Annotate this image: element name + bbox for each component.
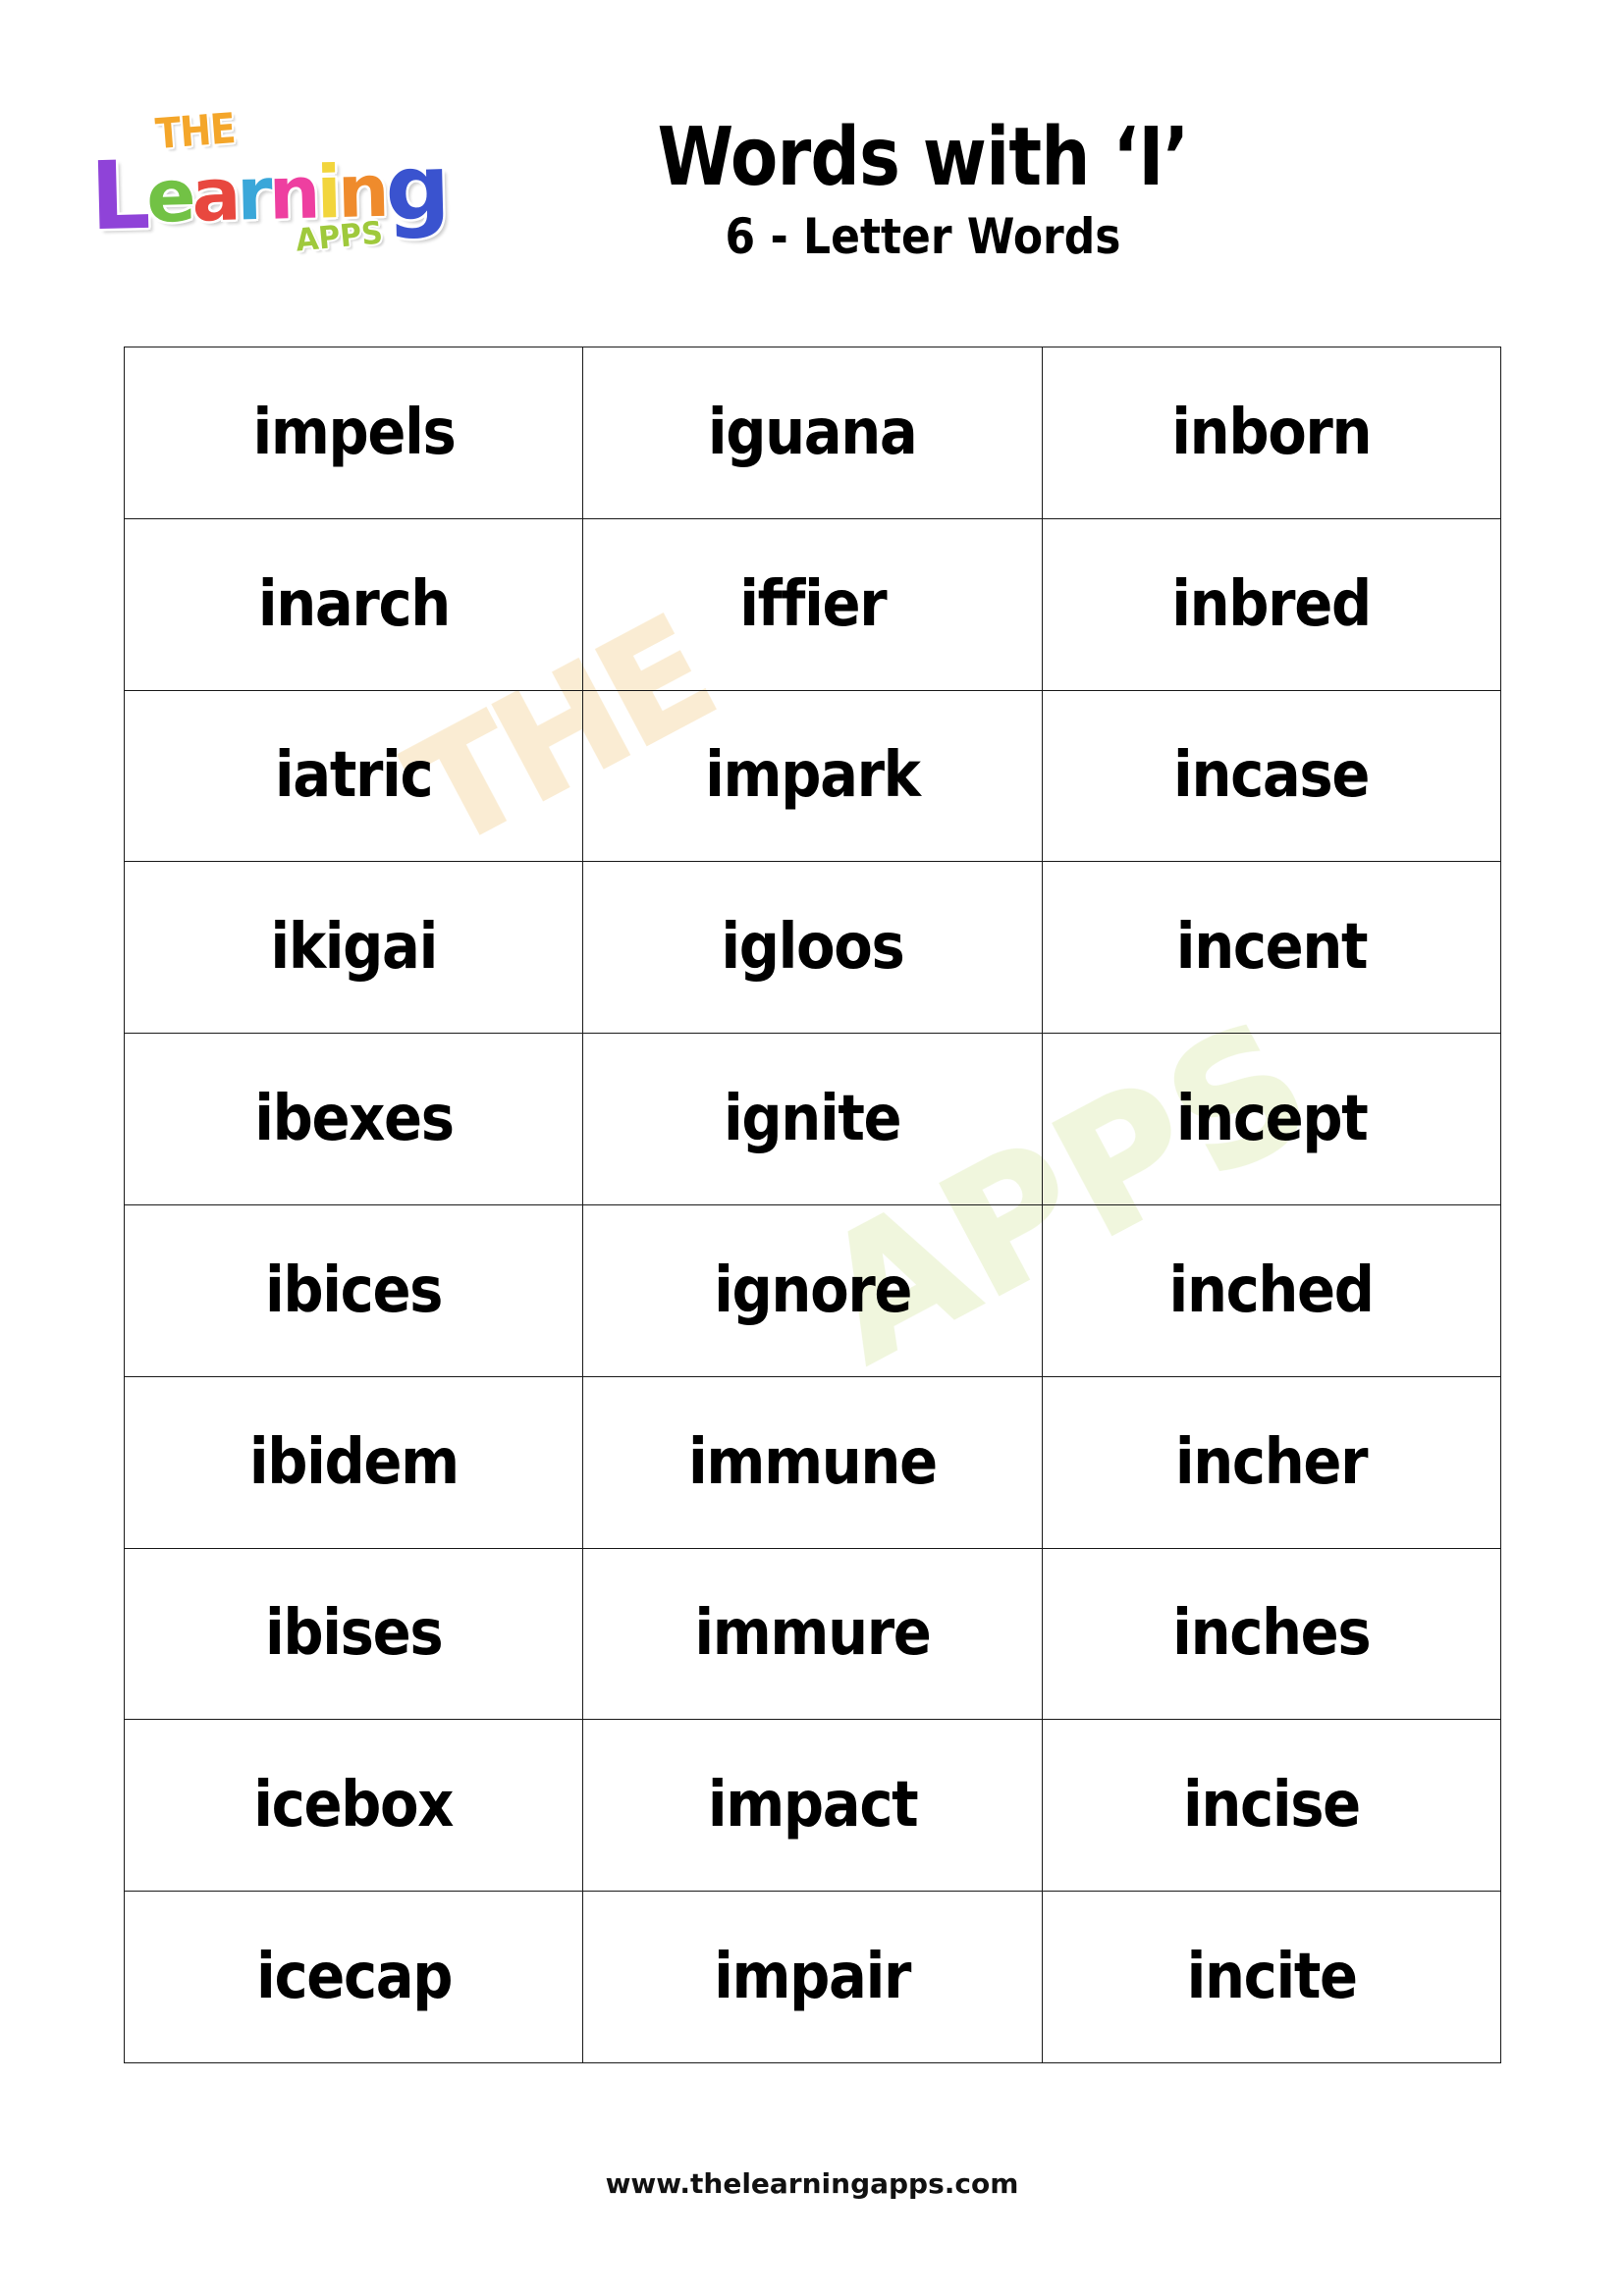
word-table-body: impels iguana inborn inarch iffier inbre… xyxy=(123,347,1502,2063)
word-text: ibexes xyxy=(253,1083,455,1156)
word-cell[interactable]: immune xyxy=(582,1375,1043,1549)
word-text: incent xyxy=(1175,911,1369,985)
word-cell[interactable]: inches xyxy=(1041,1547,1502,1721)
word-cell[interactable]: inborn xyxy=(1041,347,1502,519)
word-cell[interactable]: incher xyxy=(1041,1375,1502,1549)
word-text: icecap xyxy=(255,1941,453,2014)
word-cell[interactable]: impact xyxy=(582,1719,1043,1893)
word-text: impels xyxy=(252,396,456,469)
word-cell[interactable]: icebox xyxy=(123,1719,584,1893)
word-text: incase xyxy=(1173,739,1370,813)
table-row: iatric impark incase xyxy=(123,689,1502,863)
word-cell[interactable]: incept xyxy=(1041,1033,1502,1205)
word-text: inbred xyxy=(1171,567,1373,641)
word-cell[interactable]: ignite xyxy=(582,1033,1043,1205)
word-cell[interactable]: incise xyxy=(1041,1719,1502,1893)
page-title: Words with ‘I’ xyxy=(657,111,1189,204)
table-row: icecap impair incite xyxy=(123,1891,1502,2063)
word-text: iguana xyxy=(708,396,918,469)
word-text: impair xyxy=(714,1941,912,2014)
word-cell[interactable]: inched xyxy=(1041,1203,1502,1377)
word-text: inborn xyxy=(1171,396,1372,469)
word-cell[interactable]: igloos xyxy=(582,861,1043,1035)
title-block: Words with ‘I’ 6 - Letter Words xyxy=(432,111,1414,265)
word-text: incher xyxy=(1175,1425,1369,1499)
word-text: ignore xyxy=(714,1254,912,1327)
word-cell[interactable]: icecap xyxy=(123,1891,584,2063)
table-row: ibises immure inches xyxy=(123,1547,1502,1721)
word-cell[interactable]: inbred xyxy=(1041,517,1502,691)
word-cell[interactable]: incent xyxy=(1041,861,1502,1035)
word-text: ibices xyxy=(265,1254,443,1327)
word-cell[interactable]: ignore xyxy=(582,1203,1043,1377)
word-text: incept xyxy=(1175,1083,1369,1156)
logo-learning-text: Learning xyxy=(89,134,448,251)
word-text: igloos xyxy=(721,911,904,985)
table-row: ibices ignore inched xyxy=(123,1203,1502,1377)
logo-letter-e: e xyxy=(145,153,193,240)
logo-letter-r: r xyxy=(236,151,270,238)
page-footer: www.thelearningapps.com xyxy=(0,2167,1624,2200)
word-text: iffier xyxy=(738,567,887,641)
word-cell[interactable]: impels xyxy=(123,347,584,519)
the-learning-apps-logo: THE Learning APPS xyxy=(88,102,448,287)
word-text: impact xyxy=(707,1769,919,1842)
word-text: inches xyxy=(1172,1597,1371,1671)
word-text: immune xyxy=(688,1425,938,1499)
word-cell[interactable]: ibises xyxy=(123,1547,584,1721)
word-text: ibises xyxy=(265,1597,444,1671)
word-cell[interactable]: ikigai xyxy=(123,861,584,1035)
page-header: THE Learning APPS Words with ‘I’ 6 - Let… xyxy=(0,0,1624,339)
word-text: inched xyxy=(1168,1254,1375,1327)
word-cell[interactable]: incase xyxy=(1041,689,1502,863)
word-cell[interactable]: incite xyxy=(1041,1891,1502,2063)
word-cell[interactable]: iffier xyxy=(582,517,1043,691)
word-text: iatric xyxy=(274,739,434,813)
word-text: immure xyxy=(694,1597,932,1671)
word-text: incise xyxy=(1182,1769,1361,1842)
word-cell[interactable]: impair xyxy=(582,1891,1043,2063)
word-text: ibidem xyxy=(248,1425,460,1499)
word-text: impark xyxy=(705,739,921,813)
table-row: ibidem immune incher xyxy=(123,1375,1502,1549)
table-row: icebox impact incise xyxy=(123,1719,1502,1893)
logo-apps-text: APPS xyxy=(294,215,385,260)
page-subtitle: 6 - Letter Words xyxy=(725,208,1121,265)
table-row: inarch iffier inbred xyxy=(123,517,1502,691)
logo-letter-a: a xyxy=(190,152,239,239)
word-list-table: impels iguana inborn inarch iffier inbre… xyxy=(123,347,1502,2063)
word-cell[interactable]: impark xyxy=(582,689,1043,863)
word-cell[interactable]: ibexes xyxy=(123,1033,584,1205)
logo-letter-l: L xyxy=(88,139,148,252)
word-cell[interactable]: iatric xyxy=(123,689,584,863)
word-cell[interactable]: iguana xyxy=(582,347,1043,519)
table-row: ikigai igloos incent xyxy=(123,861,1502,1035)
logo-letter-n1: n xyxy=(267,150,318,237)
word-text: inarch xyxy=(257,567,451,641)
word-cell[interactable]: ibidem xyxy=(123,1375,584,1549)
word-text: incite xyxy=(1186,1941,1357,2014)
word-text: ikigai xyxy=(270,911,438,985)
word-cell[interactable]: ibices xyxy=(123,1203,584,1377)
word-cell[interactable]: immure xyxy=(582,1547,1043,1721)
word-text: icebox xyxy=(253,1769,455,1842)
word-text: ignite xyxy=(724,1083,902,1156)
word-cell[interactable]: inarch xyxy=(123,517,584,691)
table-row: impels iguana inborn xyxy=(123,347,1502,519)
table-row: ibexes ignite incept xyxy=(123,1033,1502,1205)
website-url[interactable]: www.thelearningapps.com xyxy=(605,2167,1019,2200)
